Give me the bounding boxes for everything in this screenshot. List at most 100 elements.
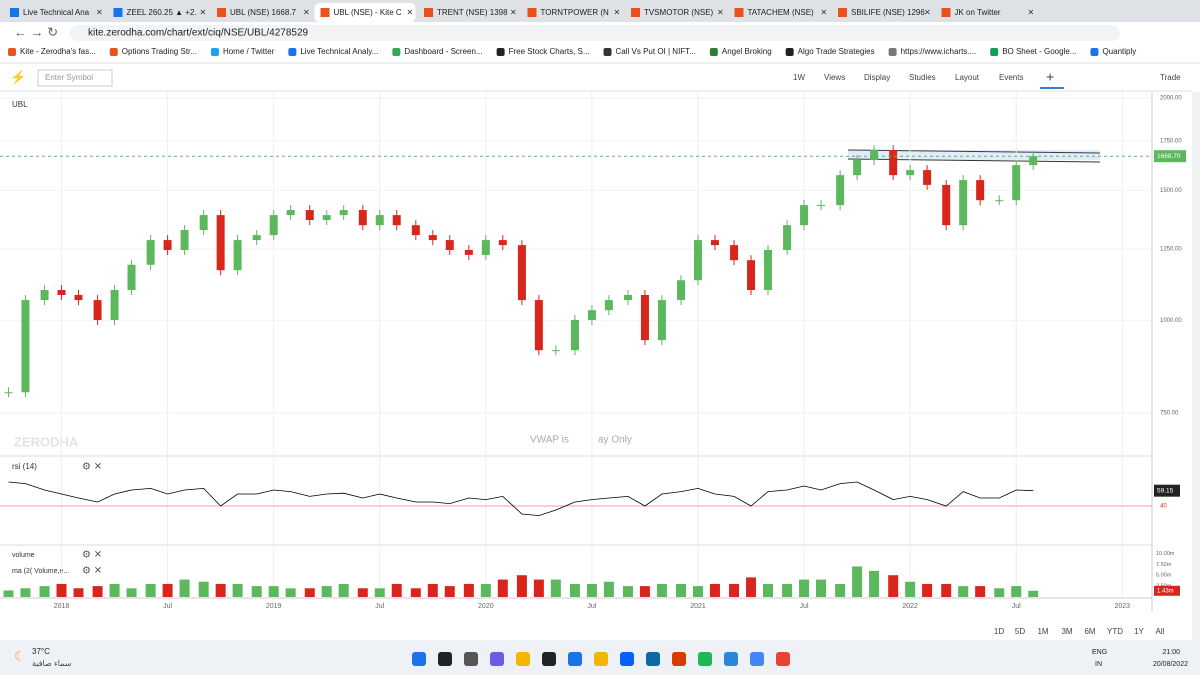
tab-title[interactable]: TORNTPOWER (N bbox=[541, 8, 610, 17]
tab-close[interactable]: ✕ bbox=[614, 8, 621, 17]
tab[interactable] bbox=[625, 3, 726, 22]
bookmark[interactable]: Home / Twitter bbox=[223, 47, 275, 56]
tab[interactable] bbox=[418, 3, 519, 22]
bookmark[interactable]: BO Sheet - Google... bbox=[1002, 47, 1076, 56]
taskbar-app[interactable] bbox=[594, 652, 608, 666]
range-button[interactable]: YTD bbox=[1107, 627, 1123, 636]
taskbar-app[interactable] bbox=[750, 652, 764, 666]
trade-button[interactable]: Trade bbox=[1160, 73, 1181, 82]
tab[interactable] bbox=[521, 3, 623, 22]
symbol-placeholder[interactable]: Enter Symbol bbox=[45, 73, 93, 82]
tab-title[interactable]: Live Technical Ana bbox=[23, 8, 90, 17]
toolbar-item[interactable]: Layout bbox=[955, 73, 980, 82]
study-icons[interactable]: ⚙ ✕ bbox=[82, 566, 102, 577]
omnibox[interactable] bbox=[70, 25, 1120, 41]
candle-body bbox=[570, 319, 579, 351]
volume-bar bbox=[374, 588, 385, 597]
candle-body bbox=[252, 235, 261, 241]
bookmark[interactable]: Live Technical Analy... bbox=[300, 47, 378, 56]
bookmark[interactable]: Free Stock Charts, S... bbox=[509, 47, 590, 56]
tab-close[interactable]: ✕ bbox=[510, 8, 517, 17]
volume-bar bbox=[550, 579, 561, 597]
tab-title[interactable]: TATACHEM (NSE) bbox=[748, 8, 815, 17]
volume-tick-label: 5.00m bbox=[1156, 573, 1172, 579]
taskbar-app[interactable] bbox=[672, 652, 686, 666]
volume-bar bbox=[729, 583, 740, 597]
taskbar-app[interactable] bbox=[724, 652, 738, 666]
volume-bar bbox=[145, 583, 156, 597]
candle-body bbox=[57, 290, 66, 296]
tab-title[interactable]: JK on Twitter bbox=[955, 8, 1001, 17]
bookmark[interactable]: Quantiply bbox=[1102, 47, 1136, 56]
tab-close[interactable]: ✕ bbox=[303, 8, 310, 17]
tab-title[interactable]: TVSMOTOR (NSE) bbox=[644, 8, 714, 17]
range-button[interactable]: All bbox=[1156, 627, 1165, 636]
candle-body bbox=[870, 150, 879, 161]
range-button[interactable]: 6M bbox=[1084, 627, 1095, 636]
taskbar-app[interactable] bbox=[698, 652, 712, 666]
range-button[interactable]: 1Y bbox=[1134, 627, 1144, 636]
tab[interactable] bbox=[728, 3, 830, 22]
crosshair-icon[interactable]: + bbox=[1046, 69, 1054, 85]
tab-close[interactable]: ✕ bbox=[1028, 8, 1035, 17]
bookmark[interactable]: Kite - Zerodha's fas... bbox=[20, 47, 96, 56]
bookmark[interactable]: Angel Broking bbox=[722, 47, 772, 56]
bookmark[interactable]: https://www.icharts.... bbox=[901, 47, 977, 56]
volume-bar bbox=[410, 588, 421, 597]
tab[interactable] bbox=[107, 3, 209, 22]
bookmark[interactable]: Algo Trade Strategies bbox=[798, 47, 875, 56]
url[interactable]: kite.zerodha.com/chart/ext/ciq/NSE/UBL/4… bbox=[88, 28, 309, 39]
tab[interactable] bbox=[211, 3, 312, 22]
tab-close[interactable]: ✕ bbox=[924, 8, 931, 17]
tab[interactable] bbox=[314, 3, 416, 22]
tab[interactable] bbox=[935, 3, 1037, 22]
bookmark[interactable]: Call Vs Put OI | NIFT... bbox=[616, 47, 696, 56]
taskbar-app[interactable] bbox=[516, 652, 530, 666]
date: 20/08/2022 bbox=[1153, 661, 1188, 668]
toolbar-item[interactable]: Display bbox=[864, 73, 890, 82]
range-button[interactable]: 5D bbox=[1015, 627, 1025, 636]
symbol-search[interactable] bbox=[37, 69, 113, 87]
candle-body bbox=[817, 205, 826, 207]
range-button[interactable]: 1D bbox=[994, 627, 1004, 636]
tab[interactable] bbox=[832, 3, 933, 22]
taskbar-app[interactable] bbox=[620, 652, 634, 666]
scrollbar[interactable] bbox=[1192, 92, 1200, 640]
tab-title[interactable]: UBL (NSE) - Kite C bbox=[334, 8, 402, 17]
tab-close[interactable]: ✕ bbox=[96, 8, 103, 17]
toolbar-item[interactable]: Views bbox=[824, 73, 845, 82]
range-button[interactable]: 1M bbox=[1037, 627, 1048, 636]
nav-icons[interactable]: ← → ↻ bbox=[14, 24, 58, 39]
volume-bar bbox=[391, 583, 402, 597]
tab-title[interactable]: ZEEL 260.25 ▲ +2. bbox=[127, 8, 197, 17]
tab-close[interactable]: ✕ bbox=[407, 8, 414, 17]
tab-close[interactable]: ✕ bbox=[200, 8, 207, 17]
candle-body bbox=[1012, 165, 1021, 201]
tab-close[interactable]: ✕ bbox=[821, 8, 828, 17]
taskbar-app[interactable] bbox=[542, 652, 556, 666]
study-icons[interactable]: ⚙ ✕ bbox=[82, 462, 102, 473]
taskbar-app[interactable] bbox=[490, 652, 504, 666]
bookmark[interactable]: Options Trading Str... bbox=[122, 47, 197, 56]
taskbar-app[interactable] bbox=[776, 652, 790, 666]
range-button[interactable]: 3M bbox=[1061, 627, 1072, 636]
toolbar-item[interactable]: 1W bbox=[793, 73, 805, 82]
tab-title[interactable]: TRENT (NSE) 1398 bbox=[437, 8, 508, 17]
taskbar-app[interactable] bbox=[646, 652, 660, 666]
taskbar-app[interactable] bbox=[438, 652, 452, 666]
taskbar-app[interactable] bbox=[464, 652, 478, 666]
tab[interactable] bbox=[4, 3, 105, 22]
study-icons[interactable]: ⚙ ✕ bbox=[82, 550, 102, 561]
taskbar-app[interactable] bbox=[568, 652, 582, 666]
toolbar-item[interactable]: Events bbox=[999, 73, 1023, 82]
taskbar-app[interactable] bbox=[412, 652, 426, 666]
toolbar-item[interactable]: Studies bbox=[909, 73, 936, 82]
candle-body bbox=[445, 240, 454, 250]
tab-title[interactable]: SBILIFE (NSE) 1296 bbox=[851, 8, 925, 17]
volume-bar bbox=[941, 583, 952, 597]
bookmark[interactable]: Dashboard - Screen... bbox=[404, 47, 482, 56]
x-tick-label: Jul bbox=[1012, 603, 1021, 610]
tab-title[interactable]: UBL (NSE) 1668.7 bbox=[230, 8, 297, 17]
tab-close[interactable]: ✕ bbox=[717, 8, 724, 17]
kite-logo[interactable]: ⚡ bbox=[10, 69, 26, 85]
